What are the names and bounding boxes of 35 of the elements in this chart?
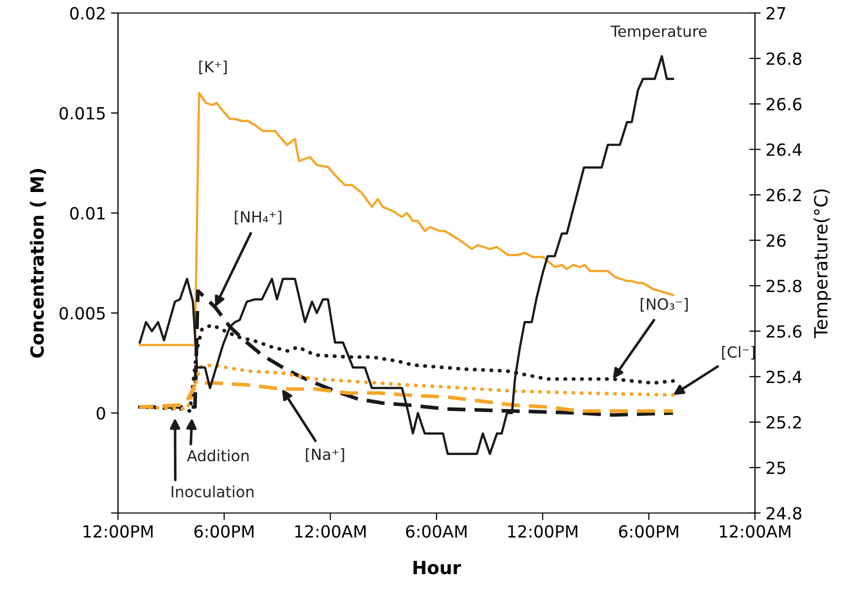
y-axis-title: Concentration ( M) (30, 168, 46, 358)
text: [Na⁺] (306, 448, 344, 462)
y2-tick-label: 25.4 (766, 370, 802, 384)
y2-tick-label: 26.6 (766, 98, 802, 110)
y2-tick-label: 25.2 (766, 416, 801, 429)
x-axis-title: Hour (414, 560, 462, 574)
y2-tick-label: 27 (766, 6, 786, 20)
x-tick-label: 12:00AM (295, 525, 366, 538)
y2-tick-label: 25.8 (766, 280, 802, 292)
x-tick-label: 6:00AM (406, 525, 466, 538)
x-tick-label: 12:00PM (508, 525, 578, 538)
x-tick-label: 6:00PM (619, 525, 678, 538)
y-tick-label: 0.005 (60, 306, 105, 320)
y2-axis-title: Temperature(°C) (814, 190, 832, 338)
annotation: Addition (186, 450, 249, 462)
y-tick-label: 0 (96, 406, 106, 420)
series-label: Temperature (610, 26, 707, 40)
annotation: Inoculation (172, 486, 254, 498)
text: [NH₄⁺] (234, 210, 282, 224)
y2-tick-label: 26.4 (766, 143, 802, 156)
y2-tick-label: 26.8 (766, 52, 802, 66)
y2-tick-label: 24.8 (766, 506, 802, 520)
x-tick-label: 6:00PM (194, 525, 254, 538)
text: [NO₃⁻] (640, 298, 688, 312)
y2-tick-label: 25.6 (766, 325, 802, 338)
series-label: [K⁺] (199, 60, 227, 74)
y-tick-label: 0.015 (60, 106, 105, 120)
y2-tick-label: 25 (766, 462, 786, 474)
text: [Cl⁻] (722, 346, 754, 360)
y-tick-label: 0.02 (70, 6, 105, 20)
y2-tick-label: 26.2 (766, 188, 801, 202)
x-tick-label: 12:00PM (84, 525, 153, 538)
y-tick-label: 0.01 (70, 206, 105, 220)
x-tick-label: 12:00AM (720, 525, 790, 538)
y2-tick-label: 26 (766, 234, 786, 247)
